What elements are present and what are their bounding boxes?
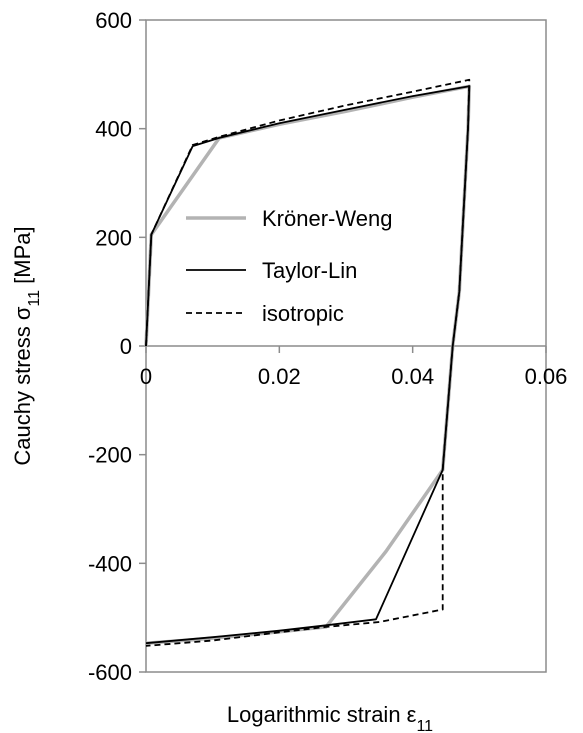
x-tick-label: 0.06: [525, 364, 568, 389]
series-layer: [144, 78, 472, 647]
y-tick-label: -600: [88, 660, 132, 685]
y-axis-title: Cauchy stress σ11 [MPa]: [10, 226, 43, 465]
series-line-isotropic: [145, 78, 471, 647]
y-tick-label: 200: [95, 225, 132, 250]
x-tick-label: 0: [140, 364, 152, 389]
legend: Kröner-Weng Taylor-Lin isotropic: [186, 206, 392, 326]
x-tick-label: 0.04: [391, 364, 434, 389]
y-tick-label: -200: [88, 443, 132, 468]
legend-label: Kröner-Weng: [262, 206, 392, 231]
y-tick-label: -400: [88, 551, 132, 576]
y-tick-label: 600: [95, 8, 132, 33]
y-axis: -600 -400 -200 0 200 400 600: [88, 8, 146, 685]
x-tick-label: 0.02: [258, 364, 301, 389]
legend-label: Taylor-Lin: [262, 258, 357, 283]
plot-area: 0 0.02 0.04 0.06 -600 -400 -200 0 200 400 600: [88, 8, 567, 685]
y-tick-label: 400: [95, 117, 132, 142]
y-tick-label: 0: [120, 334, 132, 359]
x-axis-title: Logarithmic strain ε11: [227, 702, 433, 733]
x-axis: 0 0.02 0.04 0.06: [140, 345, 568, 389]
legend-label: isotropic: [262, 301, 344, 326]
